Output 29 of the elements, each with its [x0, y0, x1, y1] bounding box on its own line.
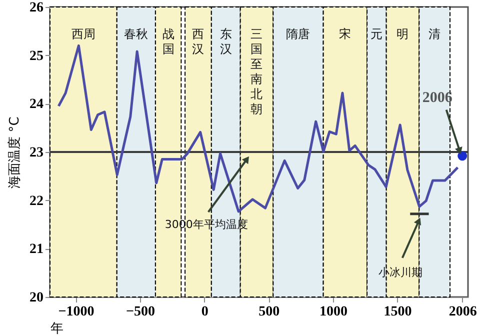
y-tick-label: 21: [30, 242, 44, 258]
band-label: 西周: [71, 27, 96, 41]
x-axis-title: 年: [50, 322, 64, 336]
band-label: 春秋: [124, 27, 148, 41]
y-tick-label: 23: [30, 146, 44, 160]
band-label: 战国: [162, 27, 174, 56]
y-axis-title: 海面温度 °C: [6, 116, 22, 188]
x-tick-label: −500: [126, 304, 156, 320]
x-tick-label: 2006: [448, 304, 477, 320]
y-tick-label: 25: [30, 48, 44, 64]
band-label: 隋唐: [286, 27, 310, 41]
y-tick-label: 24: [30, 97, 44, 112]
band-label: 元: [370, 27, 383, 41]
band-label: 明: [396, 27, 409, 41]
y-tick-label: 22: [30, 194, 44, 209]
x-tick-label: 0: [201, 304, 208, 320]
band-label: 东汉: [220, 27, 232, 56]
band-label: 清: [428, 27, 441, 41]
line-series: [57, 44, 459, 213]
annotation: 2006: [422, 90, 453, 106]
x-tick-label: 1000: [319, 304, 348, 320]
band-label: 三国至南北朝: [250, 27, 263, 116]
y-tick-label: 26: [30, 0, 44, 16]
band-label: 西汉: [192, 27, 204, 56]
x-tick-label: −1000: [58, 304, 94, 320]
x-tick-label: 1500: [384, 304, 412, 320]
band-label: 宋: [339, 27, 352, 41]
x-tick-label: 500: [258, 304, 280, 320]
y-tick-label: 20: [30, 290, 44, 306]
